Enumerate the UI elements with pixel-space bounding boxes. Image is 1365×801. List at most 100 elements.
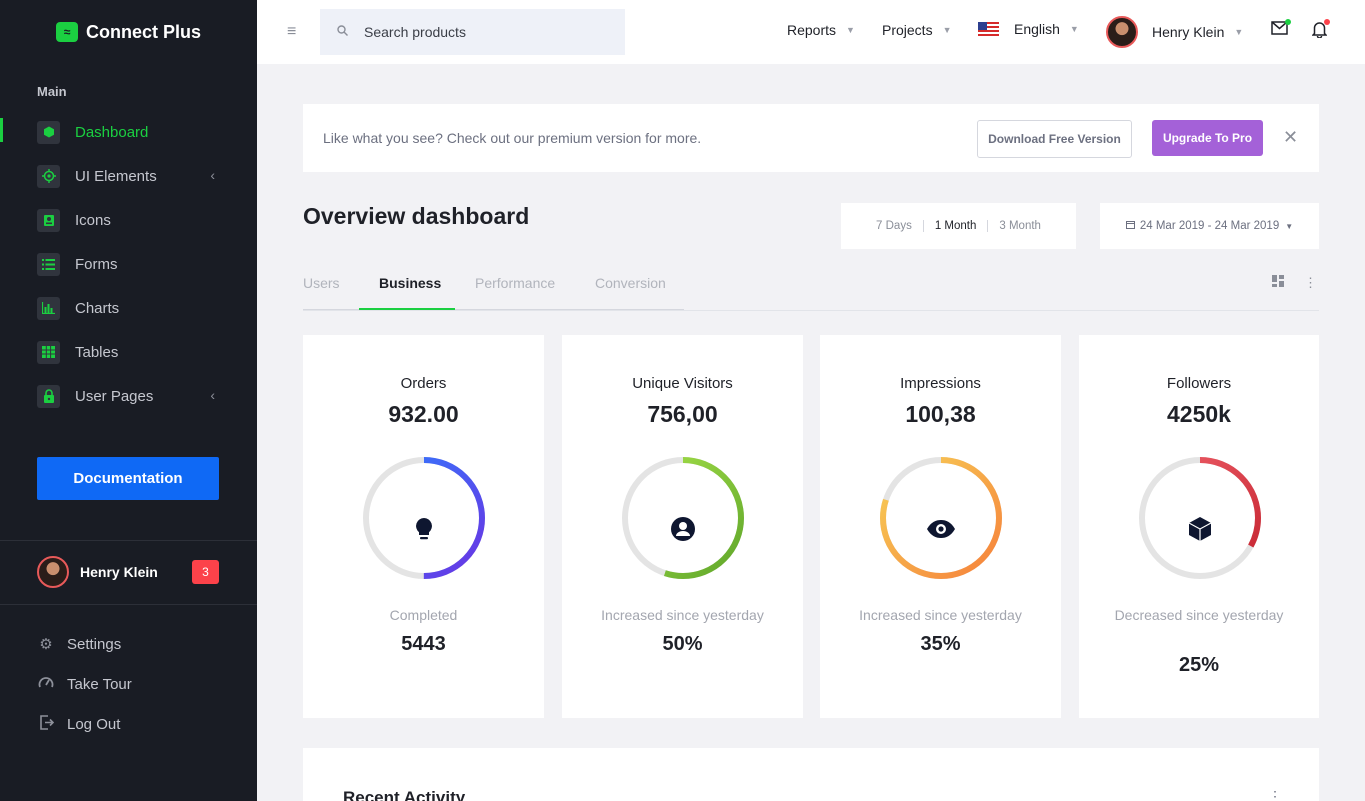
sidebar-item-ui-elements[interactable]: UI Elements ‹ <box>0 154 257 198</box>
sidebar-item-take-tour[interactable]: Take Tour <box>37 672 132 696</box>
sidebar-item-label: User Pages <box>75 387 154 405</box>
stat-card-orders: Orders 932.00 Completed 5443 <box>303 335 544 718</box>
divider <box>0 604 257 605</box>
tab-business[interactable]: Business <box>379 275 442 291</box>
stat-card-unique-visitors: Unique Visitors 756,00 Increased since y… <box>562 335 803 718</box>
caret-down-icon: ▼ <box>846 25 855 35</box>
mail-icon[interactable] <box>1271 19 1291 40</box>
upgrade-pro-button[interactable]: Upgrade To Pro <box>1152 120 1263 156</box>
card-value: 4250k <box>1167 401 1231 427</box>
card-subtitle: Decreased since yesterday <box>1114 607 1284 623</box>
progress-ring <box>880 457 1002 579</box>
bell-indicator <box>1324 19 1330 25</box>
progress-ring <box>622 457 744 579</box>
sidebar-item-label: Icons <box>75 211 111 229</box>
tab-conversion[interactable]: Conversion <box>595 275 666 291</box>
card-value: 756,00 <box>647 401 718 427</box>
documentation-button[interactable]: Documentation <box>37 457 219 500</box>
card-stat: 35% <box>920 633 961 655</box>
mail-indicator <box>1285 19 1291 25</box>
close-icon[interactable]: ✕ <box>1283 127 1299 147</box>
download-free-button[interactable]: Download Free Version <box>977 120 1132 158</box>
grid-view-icon[interactable] <box>1272 275 1284 290</box>
range-selector: 7 Days 1 Month 3 Month <box>841 203 1076 249</box>
progress-ring <box>363 457 485 579</box>
notification-badge: 3 <box>192 560 219 584</box>
card-title: Orders <box>400 375 447 392</box>
page-title: Overview dashboard <box>303 203 530 229</box>
recent-activity-title: Recent Activity <box>343 788 466 801</box>
projects-menu[interactable]: Projects ▼ <box>882 22 952 38</box>
language-menu[interactable]: English ▼ <box>978 21 1079 37</box>
projects-menu-label: Projects <box>882 22 933 38</box>
reports-menu[interactable]: Reports ▼ <box>787 22 855 38</box>
card-subtitle: Increased since yesterday <box>859 607 1022 623</box>
sidebar-item-label: Charts <box>75 299 120 317</box>
more-vertical-icon[interactable]: ⋮ <box>1304 275 1317 290</box>
card-value: 100,38 <box>905 401 976 427</box>
sidebar-item-label: Take Tour <box>67 675 132 693</box>
range-1-month[interactable]: 1 Month <box>922 220 988 232</box>
search-bar <box>320 9 625 55</box>
search-input[interactable] <box>364 24 604 40</box>
lock-icon <box>37 384 60 408</box>
sidebar-item-label: Dashboard <box>75 123 149 141</box>
active-tab-indicator <box>359 308 455 310</box>
card-title: Impressions <box>900 375 981 392</box>
user-menu[interactable]: Henry Klein ▼ <box>1106 16 1243 48</box>
tab-users[interactable]: Users <box>303 275 340 291</box>
promo-banner: Like what you see? Check out our premium… <box>303 104 1319 172</box>
card-stat: 25% <box>1178 654 1220 676</box>
date-range-label: 24 Mar 2019 - 24 Mar 2019 <box>1139 220 1280 232</box>
ring-progress <box>880 457 1002 579</box>
sidebar-item-icons[interactable]: Icons <box>0 198 257 242</box>
stat-card-impressions: Impressions 100,38 Increased since yeste… <box>820 335 1061 718</box>
list-icon <box>37 252 60 276</box>
topbar: ≡ Reports ▼ Projects ▼ English ▼ Henry K… <box>257 0 1365 64</box>
date-range-picker[interactable]: 24 Mar 2019 - 24 Mar 2019 ▼ <box>1100 203 1319 249</box>
sidebar-item-forms[interactable]: Forms <box>0 242 257 286</box>
sidebar-item-dashboard[interactable]: Dashboard <box>0 110 257 154</box>
sidebar-item-label: Settings <box>67 635 122 653</box>
sidebar: ≈ Connect Plus Main Dashboard UI Element… <box>0 0 257 801</box>
sidebar-user[interactable]: Henry Klein 3 <box>37 555 219 589</box>
cube-icon <box>37 120 60 144</box>
search-icon <box>337 25 348 39</box>
sidebar-item-settings[interactable]: ⚙ Settings <box>37 632 121 656</box>
bar-chart-icon <box>37 296 60 320</box>
sidebar-item-label: Forms <box>75 255 118 273</box>
sidebar-section-label: Main <box>37 84 67 99</box>
chevron-left-icon: ‹ <box>210 167 215 183</box>
card-title: Unique Visitors <box>632 375 733 392</box>
card-subtitle: Completed <box>389 607 458 623</box>
tab-performance[interactable]: Performance <box>475 275 556 291</box>
divider <box>0 540 257 541</box>
caret-down-icon: ▼ <box>1069 24 1079 34</box>
user-circle-icon <box>665 511 701 547</box>
reports-menu-label: Reports <box>787 22 837 38</box>
recent-activity-panel: Recent Activity ⋮ <box>303 748 1319 801</box>
brand[interactable]: ≈ Connect Plus <box>0 0 257 64</box>
chevron-left-icon: ‹ <box>210 387 215 403</box>
sidebar-item-charts[interactable]: Charts <box>0 286 257 330</box>
speedometer-icon <box>37 675 55 693</box>
range-3-month[interactable]: 3 Month <box>987 220 1052 232</box>
dashboard-tabs: Users Business Performance Conversion ⋮ <box>303 268 1319 311</box>
sidebar-item-tables[interactable]: Tables <box>0 330 257 374</box>
language-menu-label: English <box>1014 21 1060 37</box>
hamburger-icon[interactable]: ≡ <box>287 23 297 40</box>
avatar <box>37 556 69 588</box>
brand-logo-icon: ≈ <box>55 22 78 42</box>
brand-name: Connect Plus <box>85 21 201 42</box>
sidebar-item-user-pages[interactable]: User Pages ‹ <box>0 374 257 418</box>
bell-icon[interactable] <box>1311 19 1330 43</box>
sidebar-item-log-out[interactable]: Log Out <box>37 712 120 736</box>
more-vertical-icon[interactable]: ⋮ <box>1268 788 1282 801</box>
tabs-baseline <box>303 309 684 310</box>
avatar <box>1106 16 1138 48</box>
banner-text: Like what you see? Check out our premium… <box>323 130 702 146</box>
range-7-days[interactable]: 7 Days <box>876 220 912 232</box>
card-stat: 50% <box>662 633 703 655</box>
contact-icon <box>37 208 60 232</box>
lightbulb-icon <box>406 511 442 547</box>
